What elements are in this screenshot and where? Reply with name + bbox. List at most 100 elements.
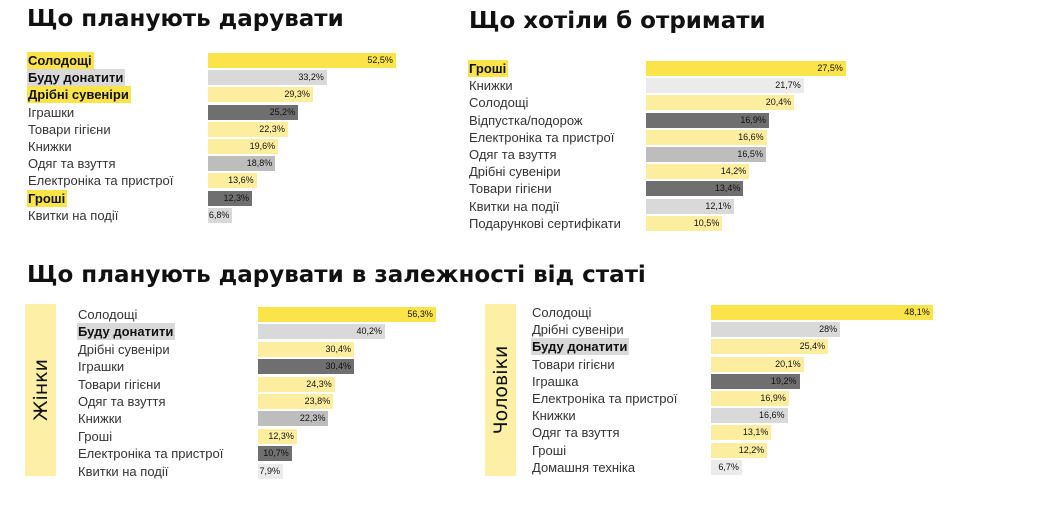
chart-1-row-5: Одяг та взуття 16,5% [468,146,868,163]
chart-2-row-8: Електроніка та пристрої 10,7% [77,445,477,462]
category-label: Іграшки [78,359,125,375]
value-label: 16,6% [738,131,764,142]
chart-2-row-4: Товари гігієни 24,3% [77,376,477,393]
bar: 20,1% [711,356,804,372]
chart-3-row-0: Солодощі 48,1% [531,304,951,321]
bar: 16,6% [711,408,788,424]
bar: 27,5% [646,61,846,76]
category-label: Електроніка та пристрої [28,173,174,189]
chart-0-row-1: Буду донатити 33,2% [27,69,427,87]
value-label: 52,5% [367,55,393,65]
category-label: Книжки [78,411,122,427]
side-label-women-text: Жінки [29,359,52,421]
value-label: 7,9% [259,465,280,476]
chart-title-receive: Що хотіли б отримати [469,8,766,34]
value-label: 6,8% [208,209,230,220]
category-label: Квитки на події [28,207,119,223]
value-label: 22,3% [259,123,285,134]
value-label: 13,4% [714,183,741,194]
value-label: 19,2% [770,375,797,386]
category-label: Товари гігієни [532,356,615,372]
chart-2-row-0: Солодощі 56,3% [77,306,477,323]
value-label: 30,4% [325,361,352,372]
category-label: Домашня техніка [532,459,636,475]
bar: 29,3% [208,87,313,103]
value-label: 20,1% [775,358,801,369]
bar: 12,2% [711,442,768,458]
bar: 10,7% [258,446,292,462]
chart-3-row-3: Товари гігієни 20,1% [531,356,951,373]
bar: 13,1% [711,425,772,441]
category-label: Гроші [468,60,509,77]
bar: 10,5% [646,215,723,231]
chart-3-row-8: Гроші 12,2% [531,442,951,459]
chart-receive: Гроші 27,5% Книжки 21,7% Солодощі 20,4% Відпус… [468,60,868,240]
category-label: Дрібні сувеніри [532,322,624,338]
chart-0-row-2: Дрібні сувеніри 29,3% [27,86,427,104]
bar: 19,6% [208,139,279,154]
chart-1-row-8: Квитки на події 12,1% [468,198,868,215]
chart-1-row-2: Солодощі 20,4% [468,94,868,111]
value-label: 14,2% [720,166,747,177]
category-label: Квитки на події [78,463,169,479]
category-label: Буду донатити [531,338,630,356]
value-label: 25,4% [799,341,826,352]
bar: 16,6% [646,129,767,145]
bar: 48,1% [711,305,933,320]
chart-2-row-6: Книжки 22,3% [77,410,477,427]
bar: 16,9% [646,112,769,128]
category-label: Іграшка [532,373,579,389]
chart-2-row-1: Буду донатити 40,2% [77,323,477,341]
category-label: Солодощі [27,52,94,69]
bar: 24,3% [258,376,335,392]
chart-women: Солодощі 56,3% Буду донатити 40,2% Дрібні су… [77,306,477,486]
bar: 14,2% [646,164,750,180]
chart-3-row-5: Електроніка та пристрої 16,9% [531,390,951,407]
value-label: 13,6% [228,175,254,186]
chart-3-row-6: Книжки 16,6% [531,407,951,424]
category-label: Гроші [27,189,68,207]
bar: 30,4% [258,359,355,375]
value-label: 16,5% [737,149,763,159]
bar: 12,3% [258,428,297,444]
value-label: 13,1% [742,427,769,438]
category-label: Одяг та взуття [469,147,557,162]
category-label: Товари гігієни [28,121,111,137]
bar: 23,8% [258,394,334,409]
bar: 28% [711,322,841,338]
category-label: Квитки на події [469,198,560,214]
bar: 20,4% [646,95,795,111]
bar: 18,8% [208,156,276,172]
category-label: Гроші [532,442,567,458]
value-label: 21,7% [775,80,801,91]
value-label: 40,2% [356,326,383,337]
category-label: Електроніка та пристрої [469,129,615,145]
bar: 52,5% [208,53,396,68]
category-label: Відпустка/подорож [469,112,583,128]
value-label: 16,9% [760,393,786,403]
bar: 12,1% [646,198,734,214]
value-label: 28% [819,324,838,335]
category-label: Солодощі [78,307,138,322]
chart-0-row-7: Електроніка та пристрої 13,6% [27,172,427,189]
value-label: 10,7% [263,448,289,459]
category-label: Буду донатити [27,69,126,87]
side-label-men: Чоловіки [485,304,516,476]
value-label: 12,2% [738,444,765,455]
category-label: Одяг та взуття [78,394,166,409]
chart-1-row-9: Подарункові сертифікати 10,5% [468,215,868,232]
chart-1-row-4: Електроніка та пристрої 16,6% [468,129,868,146]
value-label: 12,3% [223,192,250,203]
chart-title-give: Що планують дарувати [27,6,344,32]
bar: 22,3% [208,121,288,137]
value-label: 25,2% [269,106,296,117]
chart-3-row-7: Одяг та взуття 13,1% [531,424,951,441]
chart-0-row-3: Іграшки 25,2% [27,104,427,121]
chart-3-row-1: Дрібні сувеніри 28% [531,321,951,338]
bar: 56,3% [258,307,436,322]
value-label: 22,3% [299,413,326,424]
chart-0-row-0: Солодощі 52,5% [27,52,427,69]
bar: 16,9% [711,391,789,406]
chart-1-row-1: Книжки 21,7% [468,77,868,94]
chart-2-row-9: Квитки на події 7,9% [77,463,477,480]
